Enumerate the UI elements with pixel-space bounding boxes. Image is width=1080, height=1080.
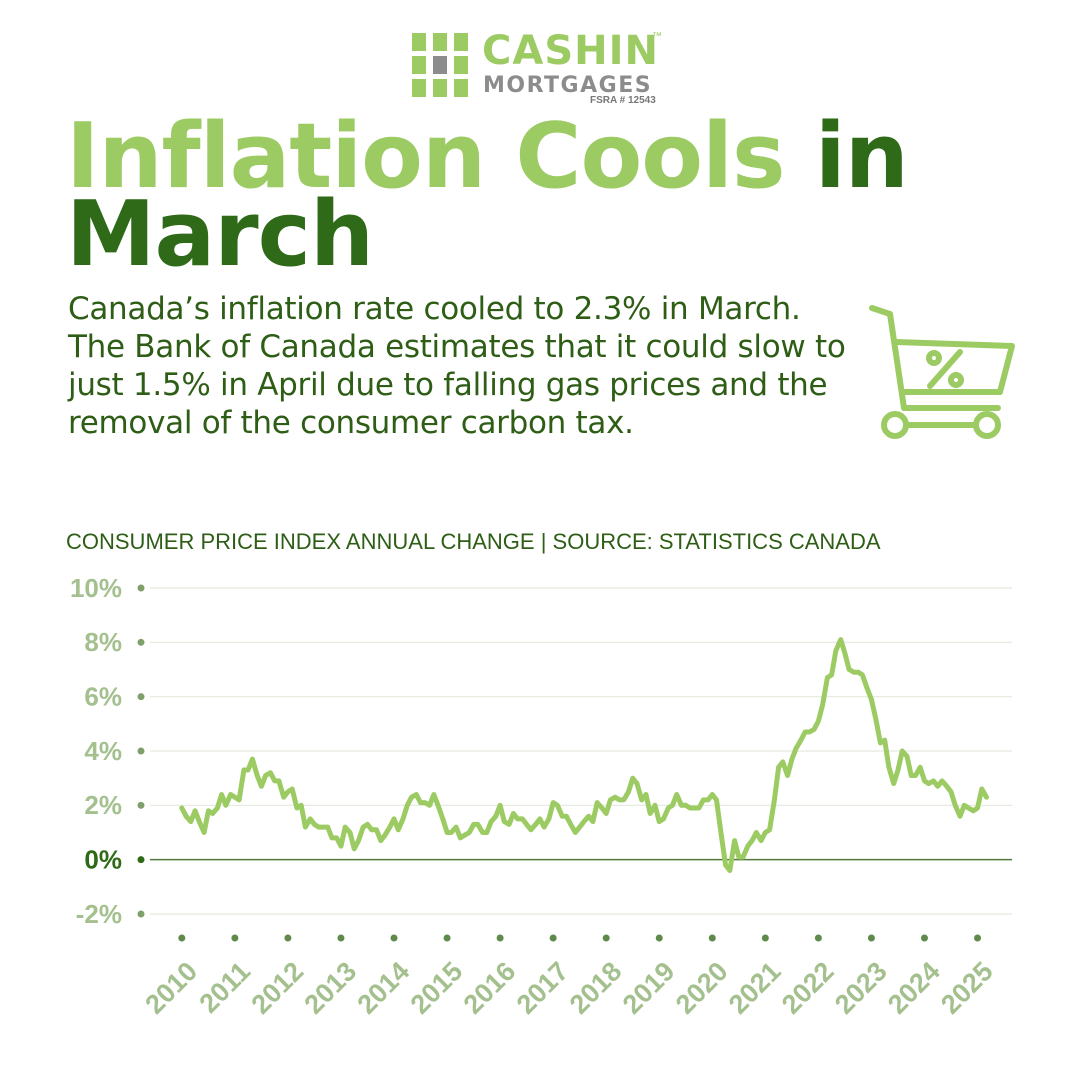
headline: Inflation Cools in March [66, 112, 1006, 280]
x-tick-label: 2011 [194, 956, 257, 1019]
y-tick-dot [137, 693, 145, 701]
y-tick-label: 4% [84, 736, 122, 766]
x-tick-label: 2024 [882, 956, 946, 1020]
x-tick-label: 2010 [139, 956, 203, 1020]
y-tick-dot [137, 584, 145, 592]
x-tick-dot [974, 934, 982, 942]
x-tick-dot [814, 934, 822, 942]
y-tick-dot [137, 856, 145, 864]
x-tick-dot [284, 934, 292, 942]
x-tick-label: 2021 [723, 956, 787, 1020]
cpi-line [179, 637, 989, 873]
y-tick-dot [137, 801, 145, 809]
x-tick-dot [708, 934, 716, 942]
x-tick-label: 2012 [246, 956, 310, 1020]
y-tick-label: -2% [76, 899, 122, 929]
x-tick-dot [496, 934, 504, 942]
chart-title: CONSUMER PRICE INDEX ANNUAL CHANGE | SOU… [66, 529, 881, 554]
x-tick-dot [602, 934, 610, 942]
x-tick-label: 2019 [617, 956, 681, 1020]
x-tick-label: 2023 [829, 956, 893, 1020]
logo-name: CASHIN [482, 28, 659, 74]
x-tick-label: 2014 [352, 956, 416, 1020]
x-tick-dot [549, 934, 557, 942]
cart-icon [869, 305, 1015, 439]
x-tick-dot [655, 934, 663, 942]
x-tick-label: 2016 [458, 956, 522, 1020]
y-tick-label: 8% [84, 627, 122, 657]
headline-light: Inflation Cools [66, 104, 786, 209]
x-tick-label: 2013 [299, 956, 363, 1020]
x-tick-dot [443, 934, 451, 942]
x-tick-label: 2015 [405, 956, 469, 1020]
x-tick-dot [920, 934, 928, 942]
x-tick-dot [231, 934, 239, 942]
x-tick-label: 2022 [776, 956, 840, 1020]
y-tick-label: 2% [84, 790, 122, 820]
y-tick-label: 6% [84, 682, 122, 712]
x-tick-label: 2017 [511, 956, 575, 1020]
x-tick-label: 2025 [935, 956, 999, 1020]
logo-tm: ™ [652, 31, 662, 42]
x-tick-dot [761, 934, 769, 942]
y-tick-label: 10% [70, 573, 122, 603]
y-tick-dot [137, 638, 145, 646]
y-tick-label: 0% [84, 845, 122, 875]
x-tick-dot [390, 934, 398, 942]
headline-dark: in March [66, 104, 909, 287]
x-tick-label: 2018 [564, 956, 628, 1020]
logo-sub: MORTGAGES [483, 73, 653, 98]
x-tick-dot [337, 934, 345, 942]
x-tick-dot [867, 934, 875, 942]
logo-license: FSRA # 12543 [590, 95, 656, 106]
y-tick-dot [137, 747, 145, 755]
logo-mark [412, 33, 468, 97]
x-tick-dot [178, 934, 186, 942]
y-tick-dot [137, 910, 145, 918]
x-tick-label: 2020 [670, 956, 734, 1020]
body-text: Canada’s inflation rate cooled to 2.3% i… [68, 291, 846, 441]
